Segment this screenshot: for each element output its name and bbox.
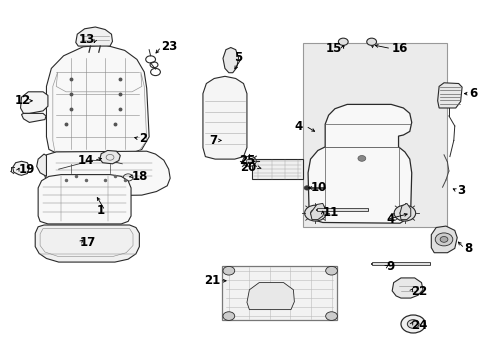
Text: 13: 13 (79, 33, 95, 46)
Text: 19: 19 (19, 163, 35, 176)
Polygon shape (44, 151, 170, 196)
Text: 2: 2 (139, 132, 147, 145)
Text: 25: 25 (239, 154, 255, 167)
Text: 11: 11 (322, 206, 338, 219)
Circle shape (242, 156, 256, 166)
Polygon shape (391, 278, 422, 298)
Polygon shape (307, 104, 411, 223)
Text: 15: 15 (325, 42, 342, 55)
Text: 22: 22 (410, 285, 426, 298)
FancyBboxPatch shape (303, 43, 447, 227)
Circle shape (223, 312, 234, 320)
Bar (316, 208, 367, 211)
Polygon shape (310, 203, 325, 220)
Text: 5: 5 (233, 51, 242, 64)
Polygon shape (35, 225, 139, 262)
Circle shape (246, 159, 252, 163)
Polygon shape (246, 283, 294, 310)
Circle shape (366, 38, 376, 45)
Circle shape (304, 205, 325, 221)
Circle shape (310, 210, 320, 217)
Circle shape (393, 205, 415, 221)
Polygon shape (100, 150, 120, 164)
Polygon shape (20, 92, 48, 113)
Polygon shape (399, 203, 410, 220)
Text: 6: 6 (468, 87, 477, 100)
Text: 1: 1 (97, 204, 105, 217)
Text: 10: 10 (310, 181, 326, 194)
Circle shape (357, 156, 365, 161)
Circle shape (223, 266, 234, 275)
Polygon shape (37, 154, 46, 176)
Polygon shape (203, 76, 246, 159)
Circle shape (434, 233, 452, 246)
Circle shape (399, 210, 409, 217)
Text: 8: 8 (464, 242, 472, 255)
Circle shape (400, 315, 425, 333)
Polygon shape (76, 27, 112, 46)
Text: 24: 24 (410, 319, 426, 332)
Text: 16: 16 (390, 42, 407, 55)
Circle shape (304, 186, 309, 190)
Text: 4: 4 (294, 120, 303, 132)
Circle shape (407, 320, 418, 328)
Circle shape (439, 237, 447, 242)
Polygon shape (38, 175, 131, 224)
Polygon shape (437, 83, 461, 108)
Polygon shape (21, 113, 46, 122)
Circle shape (325, 266, 337, 275)
Text: 21: 21 (203, 274, 220, 287)
Text: 23: 23 (161, 40, 177, 53)
Polygon shape (430, 226, 456, 253)
Polygon shape (223, 48, 238, 73)
Text: 3: 3 (456, 184, 465, 197)
Bar (371, 262, 429, 265)
Text: 14: 14 (78, 154, 94, 167)
Text: 17: 17 (80, 237, 96, 249)
Text: 9: 9 (386, 260, 394, 273)
Polygon shape (13, 161, 29, 175)
Text: 12: 12 (15, 94, 31, 107)
Text: 4: 4 (386, 213, 394, 226)
Text: 18: 18 (132, 170, 148, 183)
Circle shape (338, 38, 347, 45)
Polygon shape (46, 45, 149, 153)
FancyBboxPatch shape (222, 266, 337, 320)
Text: 20: 20 (240, 161, 256, 174)
Polygon shape (251, 159, 303, 179)
Circle shape (325, 312, 337, 320)
Text: 7: 7 (209, 134, 217, 147)
